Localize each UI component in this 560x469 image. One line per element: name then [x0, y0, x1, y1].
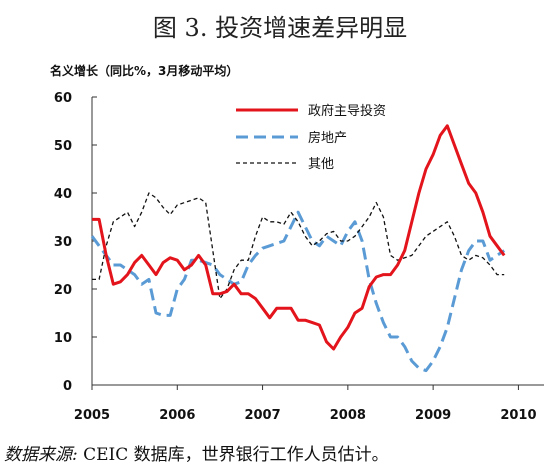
x-tick-label: 2006	[159, 408, 195, 423]
x-tick-label: 2008	[330, 408, 366, 423]
legend-label: 房地产	[308, 130, 347, 146]
x-tick-label: 2007	[244, 408, 280, 423]
x-tick-label: 2010	[500, 408, 536, 423]
chart-ticks: 0 10 20 30 40 50 60 2005 2006 2007 2008 2009 2010	[54, 91, 537, 423]
y-tick-label: 60	[54, 91, 72, 106]
legend-label: 其他	[308, 157, 334, 172]
y-axis-label: 名义增长（同比%，3月移动平均）	[50, 64, 239, 78]
y-tick-label: 40	[54, 187, 72, 202]
y-tick-label: 0	[63, 379, 72, 394]
chart-series	[90, 124, 506, 373]
y-tick-label: 30	[54, 235, 72, 250]
government-investment-line	[92, 124, 506, 351]
y-tick-label: 20	[54, 283, 72, 298]
y-tick-label: 10	[54, 331, 72, 346]
legend-label: 政府主导投资	[308, 103, 386, 119]
x-tick-label: 2005	[74, 408, 110, 423]
real-estate-line	[90, 210, 506, 373]
source-note: 数据来源: CEIC 数据库，世界银行工作人员估计。	[4, 440, 389, 465]
chart-title: 图 3. 投资增速差异明显	[152, 14, 408, 42]
other-line	[92, 192, 505, 300]
source-label: 数据来源:	[4, 445, 78, 465]
source-text: CEIC 数据库，世界银行工作人员估计。	[83, 445, 389, 465]
y-tick-label: 50	[54, 139, 72, 154]
x-tick-label: 2009	[415, 408, 451, 423]
